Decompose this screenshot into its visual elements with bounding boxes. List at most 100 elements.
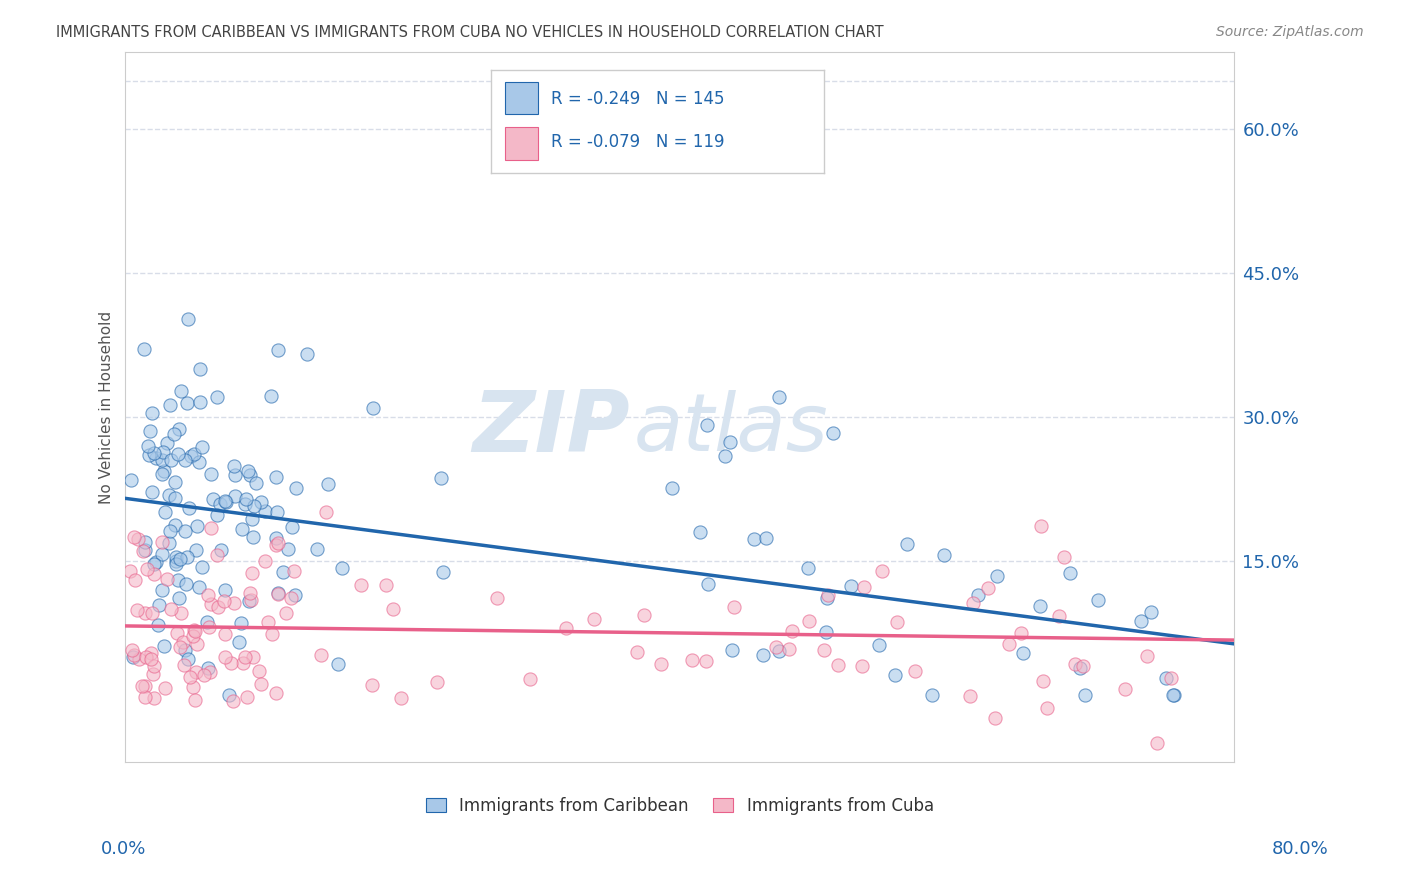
Point xyxy=(714,449,737,463)
Point xyxy=(162,426,184,441)
Point xyxy=(136,439,159,453)
Point xyxy=(350,578,373,592)
Point xyxy=(966,588,988,602)
Point xyxy=(169,551,191,566)
Point xyxy=(307,542,329,557)
Point xyxy=(131,679,153,693)
Point xyxy=(633,608,655,623)
Point xyxy=(157,488,180,502)
Point xyxy=(134,690,156,705)
Point xyxy=(231,522,253,536)
Point xyxy=(432,565,454,579)
Point xyxy=(134,679,156,693)
Point xyxy=(827,657,849,672)
Point xyxy=(778,642,800,657)
Point xyxy=(921,688,943,702)
Point xyxy=(257,615,280,629)
Point xyxy=(205,548,228,562)
Point xyxy=(1074,688,1097,702)
Point xyxy=(191,559,214,574)
Point xyxy=(142,667,165,681)
Point xyxy=(696,418,718,433)
Point xyxy=(267,535,290,549)
Point xyxy=(253,554,276,568)
Point xyxy=(169,640,191,654)
Point xyxy=(267,587,290,601)
Point xyxy=(134,543,156,558)
Point xyxy=(146,618,169,632)
Point xyxy=(143,446,166,460)
Point xyxy=(173,642,195,657)
Point xyxy=(187,455,209,469)
Point xyxy=(214,494,236,508)
Point xyxy=(169,384,191,398)
Point xyxy=(519,673,541,687)
Point xyxy=(219,656,242,670)
Point xyxy=(165,517,187,532)
Point xyxy=(430,471,453,485)
Point xyxy=(159,398,181,412)
Text: atlas: atlas xyxy=(633,390,828,467)
Point xyxy=(177,652,200,666)
Point xyxy=(165,550,187,565)
Point xyxy=(150,582,173,597)
Legend: Immigrants from Caribbean, Immigrants from Cuba: Immigrants from Caribbean, Immigrants fr… xyxy=(419,789,941,822)
Point xyxy=(689,525,711,540)
Point xyxy=(1146,736,1168,750)
Point xyxy=(1160,671,1182,685)
Point xyxy=(141,606,163,620)
Point xyxy=(186,637,208,651)
Point xyxy=(236,690,259,704)
Point xyxy=(222,596,245,610)
Point xyxy=(191,441,214,455)
Point xyxy=(142,690,165,705)
Point xyxy=(661,482,683,496)
Point xyxy=(718,435,741,450)
Point xyxy=(222,694,245,708)
Point xyxy=(132,342,155,356)
Point xyxy=(239,586,262,600)
Point xyxy=(150,453,173,467)
Point xyxy=(904,664,927,678)
Point xyxy=(815,625,838,640)
Point xyxy=(283,564,305,578)
Point xyxy=(695,654,717,668)
Point xyxy=(141,652,163,666)
Point xyxy=(229,615,252,630)
Point xyxy=(821,425,844,440)
Point xyxy=(207,599,229,614)
Point xyxy=(167,591,190,606)
Point xyxy=(214,650,236,665)
Point xyxy=(277,542,299,557)
Point xyxy=(121,643,143,657)
Point xyxy=(152,445,174,459)
Point xyxy=(167,447,190,461)
Point xyxy=(150,535,173,549)
Point xyxy=(723,600,745,615)
Point xyxy=(215,494,238,508)
Point xyxy=(159,453,181,467)
Point xyxy=(232,656,254,670)
Point xyxy=(264,538,287,552)
Point xyxy=(157,536,180,550)
Point xyxy=(274,606,297,620)
Point xyxy=(309,648,332,663)
Point xyxy=(150,547,173,561)
Point xyxy=(1071,659,1094,673)
Point xyxy=(1029,519,1052,533)
Point xyxy=(228,635,250,649)
Point xyxy=(148,598,170,612)
Point xyxy=(813,642,835,657)
Point xyxy=(218,688,240,702)
Point xyxy=(316,476,339,491)
Point xyxy=(768,390,790,404)
Point xyxy=(330,560,353,574)
Point xyxy=(284,588,307,602)
Point xyxy=(143,567,166,582)
Point xyxy=(235,497,257,511)
Point xyxy=(198,665,221,679)
Point xyxy=(156,572,179,586)
Point xyxy=(159,524,181,539)
Point xyxy=(186,543,208,558)
Point xyxy=(1114,682,1136,697)
